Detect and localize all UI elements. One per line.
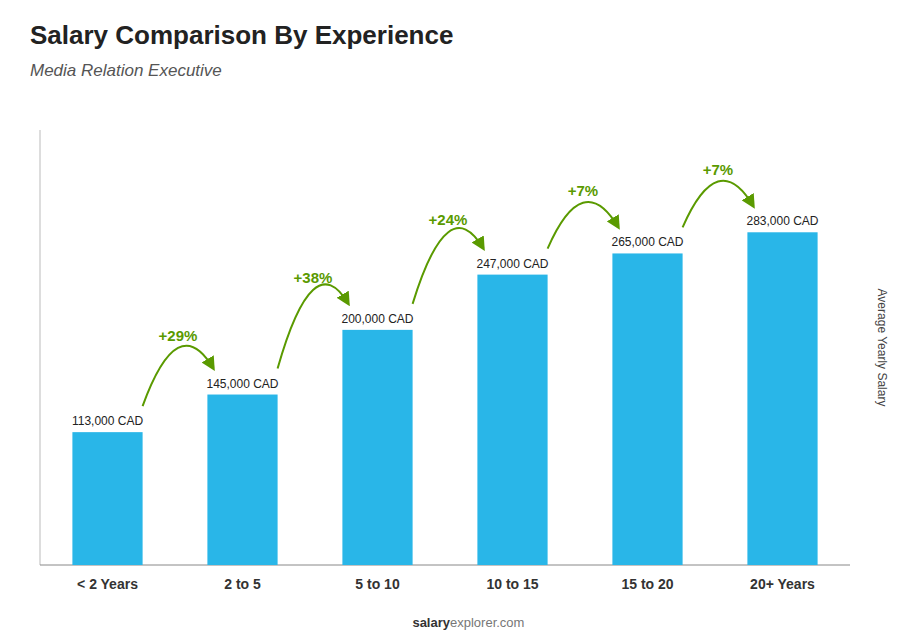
data-label: 145,000 CAD [206, 377, 278, 391]
watermark: salary [412, 615, 450, 630]
x-axis-line [40, 565, 850, 566]
change-arrow [548, 202, 619, 249]
data-label: 247,000 CAD [476, 257, 548, 271]
title: Salary Comparison By Experience [30, 20, 453, 50]
data-label: 113,000 CAD [72, 414, 143, 428]
subtitle: Media Relation Executive [30, 61, 222, 80]
change-arrow [278, 284, 349, 368]
chart-container: Salary Comparison By Experience Media Rel… [0, 0, 900, 641]
data-label: 265,000 CAD [611, 235, 683, 249]
x-tick-label: 5 to 10 [355, 576, 400, 592]
x-tick-label: 20+ Years [750, 576, 815, 592]
watermark: explorer.com [450, 615, 524, 630]
bar [747, 232, 817, 565]
change-arrow [683, 181, 754, 228]
data-label: 200,000 CAD [341, 312, 413, 326]
bar [207, 395, 277, 565]
annotation: +24% [429, 211, 468, 228]
annotation: +7% [568, 182, 598, 199]
x-tick-label: 15 to 20 [621, 576, 673, 592]
x-tick-label: < 2 Years [77, 576, 138, 592]
bar [477, 275, 547, 565]
annotation: +38% [294, 269, 333, 286]
change-arrow [143, 346, 214, 406]
annotation: +7% [703, 161, 733, 178]
chart-svg: Salary Comparison By Experience Media Rel… [0, 0, 900, 641]
y-axis-label: Average Yearly Salary [875, 289, 889, 407]
bar [342, 330, 412, 565]
y-axis-line [40, 130, 41, 565]
data-label: 283,000 CAD [746, 214, 818, 228]
annotation: +29% [159, 327, 198, 344]
change-arrow [413, 228, 484, 304]
bar [612, 253, 682, 565]
x-tick-label: 10 to 15 [486, 576, 538, 592]
x-tick-label: 2 to 5 [224, 576, 261, 592]
bar [72, 432, 142, 565]
bars [72, 232, 817, 565]
